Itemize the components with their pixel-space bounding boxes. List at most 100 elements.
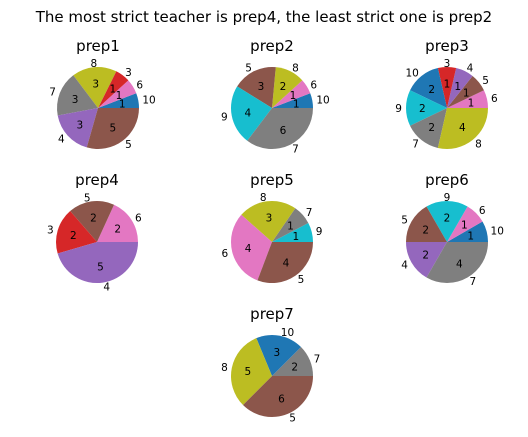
pie-slice xyxy=(247,108,313,150)
slice-count-label: 2 xyxy=(444,212,451,224)
pie-slice xyxy=(447,221,488,242)
slice-grade-label: 4 xyxy=(58,133,65,145)
slice-grade-label: 4 xyxy=(401,260,408,272)
slice-grade-label: 7 xyxy=(292,143,299,155)
slice-grade-label: 6 xyxy=(135,213,142,225)
pie-slice xyxy=(272,93,313,108)
pie-slice xyxy=(272,67,303,108)
pie-slice xyxy=(237,66,276,108)
slice-grade-label: 8 xyxy=(475,138,482,150)
slice-count-label: 2 xyxy=(114,224,121,236)
slice-grade-label: 9 xyxy=(221,111,228,123)
slice-grade-label: 5 xyxy=(289,413,296,425)
slice-grade-label: 6 xyxy=(222,248,229,260)
pie-slice xyxy=(70,201,115,242)
slice-grade-label: 7 xyxy=(412,138,419,150)
slice-count-label: 6 xyxy=(280,125,287,137)
slice-count-label: 1 xyxy=(293,98,300,110)
pie-slice xyxy=(272,208,309,242)
slice-count-label: 1 xyxy=(287,221,294,233)
pie-slice xyxy=(230,214,272,281)
slice-count-label: 3 xyxy=(92,79,99,91)
slice-count-label: 4 xyxy=(459,122,466,134)
slice-count-label: 5 xyxy=(97,261,104,273)
slice-grade-label: 6 xyxy=(479,205,486,217)
slice-count-label: 1 xyxy=(454,81,461,93)
slice-grade-label: 9 xyxy=(444,192,451,204)
slice-count-label: 2 xyxy=(422,249,429,261)
pie-slice xyxy=(98,80,137,108)
slice-grade-label: 3 xyxy=(444,58,451,70)
slice-grade-label: 5 xyxy=(298,274,305,286)
pie-slice xyxy=(230,86,272,141)
slice-grade-label: 9 xyxy=(395,103,402,115)
slice-count-label: 1 xyxy=(444,78,451,90)
pie-title: prep7 xyxy=(250,305,294,323)
slice-grade-label: 7 xyxy=(306,207,313,219)
pie-slice xyxy=(406,242,447,278)
slice-grade-label: 3 xyxy=(125,67,132,79)
pie-slice xyxy=(447,206,483,242)
slice-grade-label: 5 xyxy=(401,214,408,226)
slice-count-label: 1 xyxy=(463,88,470,100)
pie-slice xyxy=(426,242,488,284)
slice-grade-label: 8 xyxy=(90,58,97,70)
slice-grade-label: 4 xyxy=(103,282,110,294)
pie-slice xyxy=(410,108,447,148)
figure-title: The most strict teacher is prep4, the le… xyxy=(35,8,492,26)
slice-count-label: 2 xyxy=(428,122,435,134)
slice-count-label: 5 xyxy=(245,366,252,378)
pie-title: prep2 xyxy=(250,37,294,55)
pie-title: prep4 xyxy=(75,171,119,189)
pie-title: prep6 xyxy=(425,171,469,189)
slice-count-label: 3 xyxy=(258,81,265,93)
slice-count-label: 4 xyxy=(456,258,463,270)
pie-slice xyxy=(272,80,311,108)
slice-grade-label: 5 xyxy=(245,63,252,75)
slice-count-label: 2 xyxy=(280,81,287,93)
slice-count-label: 3 xyxy=(76,120,83,132)
slice-grade-label: 8 xyxy=(292,63,299,75)
pie-slice xyxy=(410,68,447,108)
slice-count-label: 3 xyxy=(273,347,280,359)
slice-count-label: 2 xyxy=(419,103,426,115)
slice-grade-label: 8 xyxy=(260,192,267,204)
slice-count-label: 1 xyxy=(468,98,475,110)
slice-count-label: 1 xyxy=(290,90,297,102)
slice-count-label: 4 xyxy=(283,257,290,269)
slice-grade-label: 10 xyxy=(316,95,329,107)
pie-title: prep5 xyxy=(250,171,294,189)
slice-grade-label: 5 xyxy=(84,192,91,204)
slice-count-label: 2 xyxy=(70,230,77,242)
pie-slice xyxy=(97,204,138,242)
slice-count-label: 1 xyxy=(461,220,468,232)
slice-grade-label: 10 xyxy=(142,95,155,107)
slice-count-label: 1 xyxy=(293,231,300,243)
slice-grade-label: 6 xyxy=(136,79,143,91)
slice-grade-label: 9 xyxy=(316,226,323,238)
pie-slice xyxy=(437,108,488,149)
slice-grade-label: 10 xyxy=(281,327,294,339)
pie-slice xyxy=(447,90,488,108)
slice-count-label: 1 xyxy=(116,90,123,102)
slice-grade-label: 5 xyxy=(125,139,132,151)
slice-grade-label: 7 xyxy=(470,276,477,288)
pie-slice xyxy=(98,93,139,108)
pie-slice xyxy=(57,108,98,148)
slice-count-label: 2 xyxy=(422,225,429,237)
pie-title: prep3 xyxy=(425,37,469,55)
slice-count-label: 3 xyxy=(72,94,79,106)
slice-grade-label: 6 xyxy=(491,93,498,105)
pie-slice xyxy=(426,200,468,242)
pie-slice xyxy=(241,201,296,242)
slice-count-label: 3 xyxy=(266,213,273,225)
slice-count-label: 1 xyxy=(467,231,474,243)
pie-slice xyxy=(57,242,138,284)
pie-slice xyxy=(73,66,117,108)
slice-grade-label: 10 xyxy=(491,225,504,237)
pie-slice xyxy=(55,211,97,254)
pie-slice xyxy=(98,71,129,108)
